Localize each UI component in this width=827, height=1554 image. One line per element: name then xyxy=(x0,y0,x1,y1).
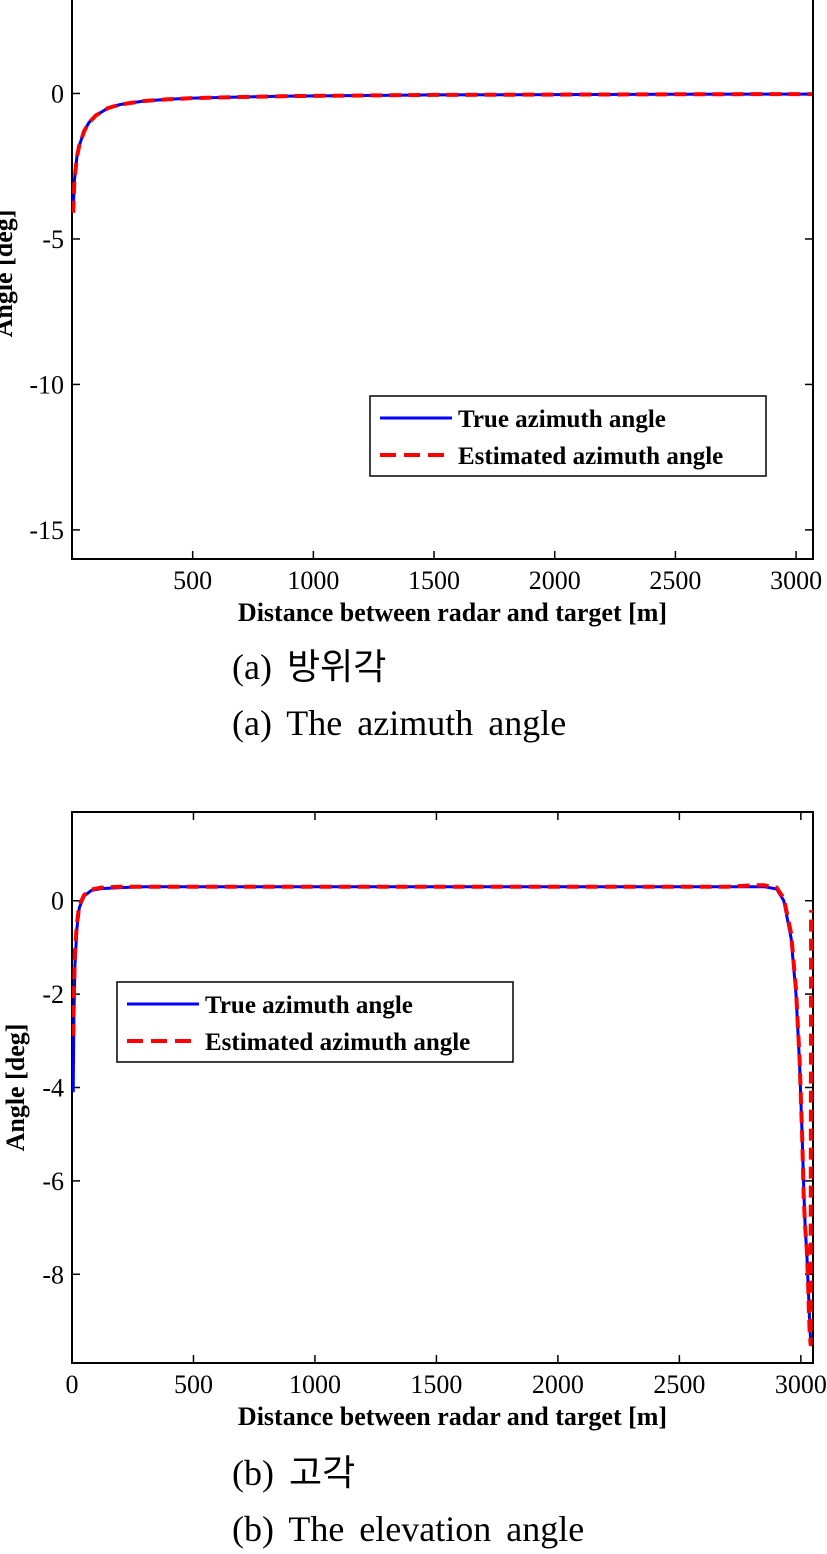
caption-korean-b: (b) 고각 xyxy=(232,1453,356,1493)
legend-label-estimated: Estimated azimuth angle xyxy=(205,1029,470,1056)
legend: True azimuth angle Estimated azimuth angl… xyxy=(369,395,767,477)
x-tick-label: 1000 xyxy=(287,566,339,595)
legend-label-true: True azimuth angle xyxy=(458,406,666,433)
legend-box xyxy=(116,981,514,1063)
caption-korean-a: (a) 방위각 xyxy=(232,647,387,687)
y-tick-label: -2 xyxy=(42,980,64,1009)
y-tick-label: -6 xyxy=(42,1167,64,1196)
x-tick-label: 1000 xyxy=(289,1370,341,1399)
y-tick-label: -10 xyxy=(29,370,64,399)
x-tick-label: 1500 xyxy=(410,1370,462,1399)
x-tick-label: 500 xyxy=(174,1370,213,1399)
azimuth-angle-chart: 5001000150020002500300050-5-10-15Distanc… xyxy=(0,0,822,627)
x-tick-label: 1500 xyxy=(408,566,460,595)
x-tick-label: 2500 xyxy=(653,1370,705,1399)
x-tick-label: 2500 xyxy=(649,566,701,595)
y-axis-label: Angle [deg] xyxy=(0,210,18,338)
legend-label-true: True azimuth angle xyxy=(205,992,413,1019)
caption-english-b: (b) The elevation angle xyxy=(232,1509,585,1549)
x-tick-label: 2000 xyxy=(529,566,581,595)
y-tick-label: -8 xyxy=(42,1260,64,1289)
y-tick-label: -15 xyxy=(29,516,64,545)
x-tick-label: 3000 xyxy=(775,1370,827,1399)
elevation-figure-panel: 0 500 1000 1500 2000 2500 3000 0 -2 -4 -6 -8 Distanc… xyxy=(0,790,827,1554)
azimuth-figure-panel: 5001000150020002500300050-5-10-15Distanc… xyxy=(0,0,827,760)
y-tick-label: -4 xyxy=(42,1074,64,1103)
x-tick-label: 3000 xyxy=(770,566,822,595)
legend: True azimuth angle Estimated azimuth angl… xyxy=(116,981,514,1063)
y-tick-label: 0 xyxy=(51,79,64,108)
legend-box xyxy=(369,395,767,477)
y-tick-label: -5 xyxy=(42,225,64,254)
true-angle-line xyxy=(72,92,812,210)
elevation-angle-chart: 0 500 1000 1500 2000 2500 3000 0 -2 -4 -6 -8 Distanc… xyxy=(1,811,827,1431)
legend-label-estimated: Estimated azimuth angle xyxy=(458,443,723,470)
x-tick-label: 500 xyxy=(173,566,212,595)
x-axis-label: Distance between radar and target [m] xyxy=(238,598,667,627)
y-tick-label: 0 xyxy=(51,887,64,916)
caption-english-a: (a) The azimuth angle xyxy=(232,703,567,743)
plot-frame xyxy=(71,811,814,1364)
x-axis-label: Distance between radar and target [m] xyxy=(238,1402,667,1431)
estimated-angle-line xyxy=(72,883,813,1347)
x-tick-label: 2000 xyxy=(532,1370,584,1399)
x-tick-label: 0 xyxy=(66,1370,79,1399)
y-axis-label: Angle [deg] xyxy=(1,1024,30,1152)
